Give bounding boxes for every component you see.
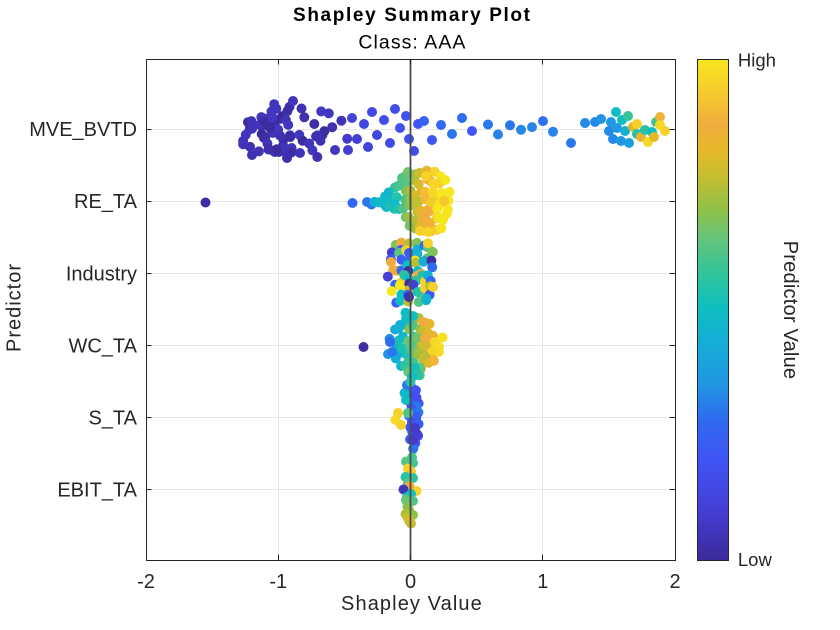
- svg-text:S_TA: S_TA: [88, 407, 137, 429]
- svg-text:-1: -1: [269, 571, 287, 593]
- svg-text:2: 2: [669, 571, 680, 593]
- svg-text:MVE_BVTD: MVE_BVTD: [29, 119, 137, 141]
- svg-text:Class: AAA: Class: AAA: [358, 31, 465, 53]
- svg-text:Shapley Summary Plot: Shapley Summary Plot: [293, 5, 531, 26]
- svg-text:-2: -2: [137, 571, 155, 593]
- svg-text:0: 0: [405, 571, 416, 593]
- svg-text:Industry: Industry: [66, 263, 137, 285]
- svg-text:WC_TA: WC_TA: [68, 335, 137, 357]
- svg-text:Predictor Value: Predictor Value: [779, 241, 801, 379]
- svg-text:RE_TA: RE_TA: [74, 191, 138, 213]
- svg-text:1: 1: [537, 571, 548, 593]
- svg-text:EBIT_TA: EBIT_TA: [57, 479, 137, 501]
- svg-text:Predictor: Predictor: [4, 264, 26, 352]
- svg-text:High: High: [738, 50, 776, 71]
- svg-text:Shapley Value: Shapley Value: [341, 593, 482, 615]
- svg-text:Low: Low: [738, 549, 773, 570]
